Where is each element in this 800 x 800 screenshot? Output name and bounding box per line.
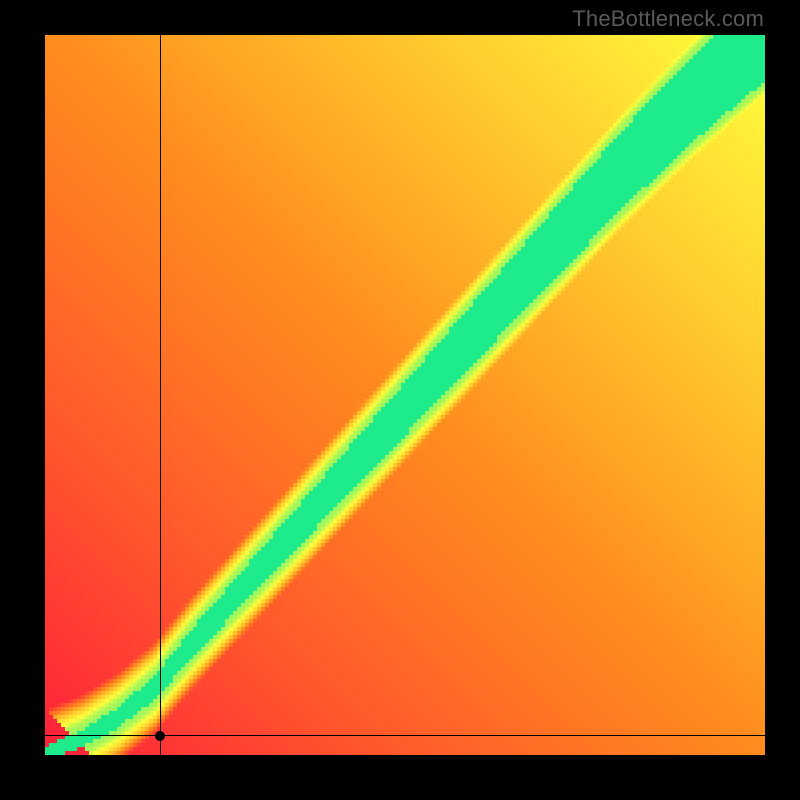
heatmap-plot: [45, 35, 765, 755]
watermark-text: TheBottleneck.com: [572, 6, 764, 32]
heatmap-canvas: [45, 35, 765, 755]
crosshair-vertical: [160, 35, 161, 755]
data-point-marker: [155, 731, 165, 741]
crosshair-horizontal: [45, 735, 765, 736]
